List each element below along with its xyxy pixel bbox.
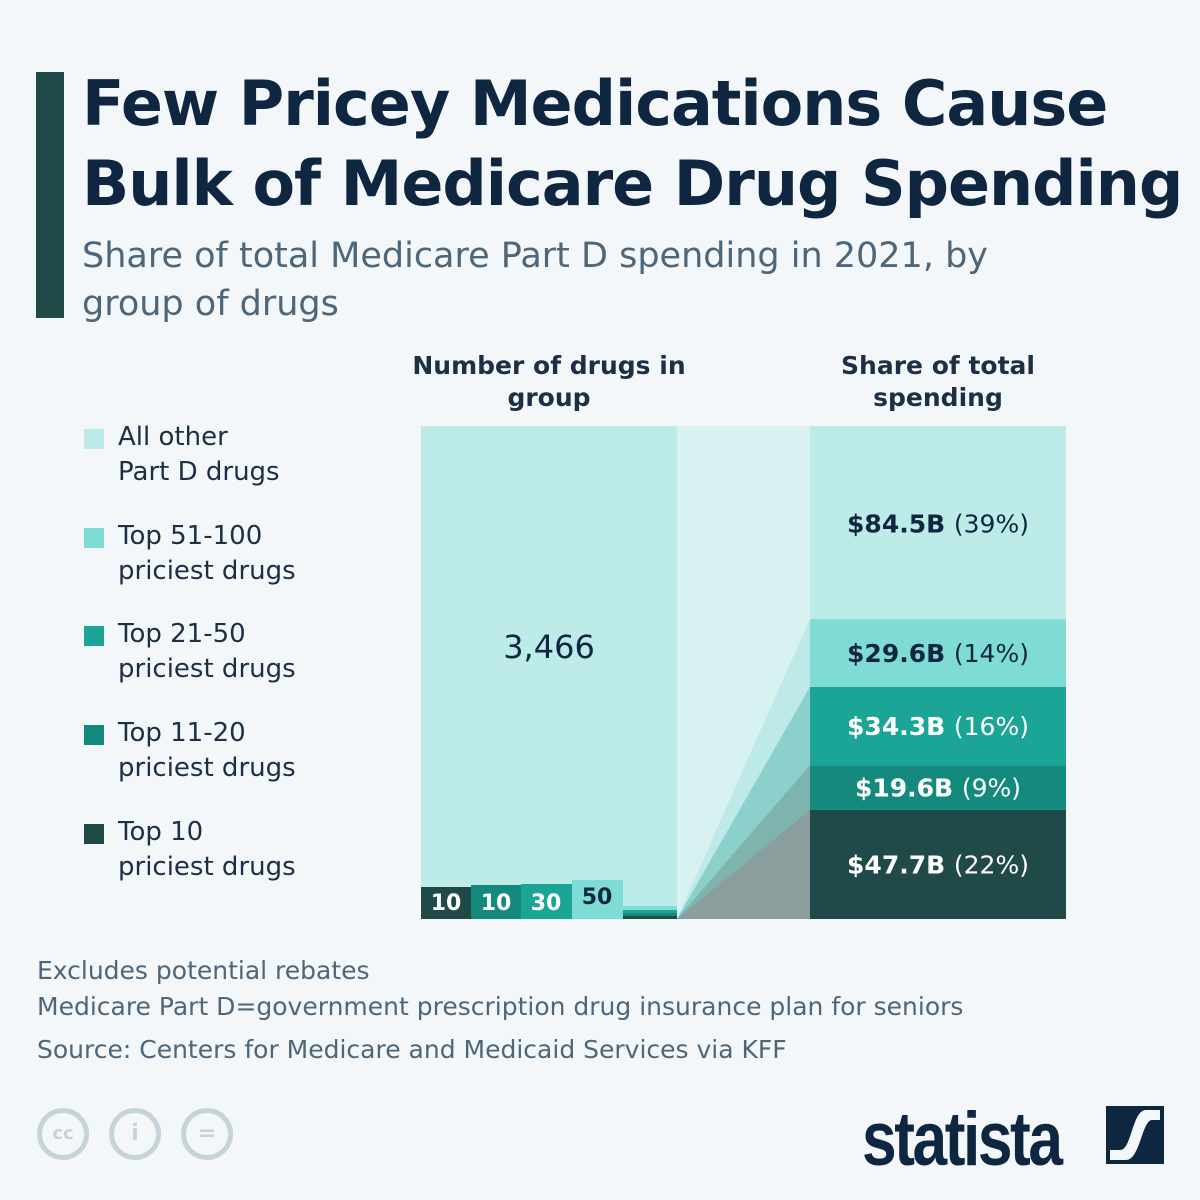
bar-count-segment xyxy=(521,884,572,919)
footnote-rebates: Excludes potential rebates xyxy=(37,956,370,985)
statista-logo-mark-icon xyxy=(1106,1106,1164,1164)
no-derivatives-icon[interactable]: = xyxy=(181,1108,233,1160)
subtitle: Share of total Medicare Part D spending … xyxy=(82,236,989,324)
bar-share-segment xyxy=(810,619,1066,687)
legend-swatch xyxy=(84,725,104,745)
page-title: Few Pricey Medications Cause Bulk of Med… xyxy=(82,67,1183,220)
legend-label: All other Part D drugs xyxy=(118,422,280,487)
count-label: 10 xyxy=(431,891,462,916)
cc-icon[interactable]: cc xyxy=(37,1108,89,1160)
legend-swatch xyxy=(84,824,104,844)
bar-count-segment xyxy=(471,885,522,919)
statista-logo[interactable]: statista xyxy=(862,1097,1063,1182)
funnel-wedge xyxy=(677,809,810,919)
legend-label: Top 51-100 priciest drugs xyxy=(118,521,296,586)
footnote-definition: Medicare Part D=government prescription … xyxy=(37,992,964,1021)
share-label: $29.6B (14%) xyxy=(847,639,1029,668)
share-label: $19.6B (9%) xyxy=(855,774,1021,803)
share-label: $47.7B (22%) xyxy=(847,850,1029,879)
bar-share-segment xyxy=(810,765,1066,810)
bar-count-all-other xyxy=(421,426,677,919)
legend-label: Top 10 priciest drugs xyxy=(118,817,296,882)
bar-count-strip xyxy=(623,916,677,919)
legend-swatch xyxy=(84,626,104,646)
bar-count-segment xyxy=(421,887,472,919)
bar-share-segment xyxy=(810,809,1066,919)
count-label-all-other: 3,466 xyxy=(503,628,595,666)
count-label: 50 xyxy=(582,885,613,910)
legend-swatch xyxy=(84,429,104,449)
count-label: 30 xyxy=(531,891,562,916)
legend-swatch xyxy=(84,528,104,548)
bar-count-segment xyxy=(572,880,623,919)
column-header-share: Share of total spending xyxy=(841,351,1035,412)
bar-share-segment xyxy=(810,426,1066,620)
attribution-icon[interactable]: i xyxy=(109,1108,161,1160)
share-label: $84.5B (39%) xyxy=(847,510,1029,539)
column-header-count: Number of drugs in group xyxy=(412,351,686,412)
bar-share-segment xyxy=(810,686,1066,766)
legend-label: Top 11-20 priciest drugs xyxy=(118,718,296,783)
legend-label: Top 21-50 priciest drugs xyxy=(118,619,296,684)
share-label: $34.3B (16%) xyxy=(847,712,1029,741)
count-label: 10 xyxy=(481,891,512,916)
source-note: Source: Centers for Medicare and Medicai… xyxy=(37,1035,787,1064)
title-accent-bar xyxy=(36,72,64,318)
